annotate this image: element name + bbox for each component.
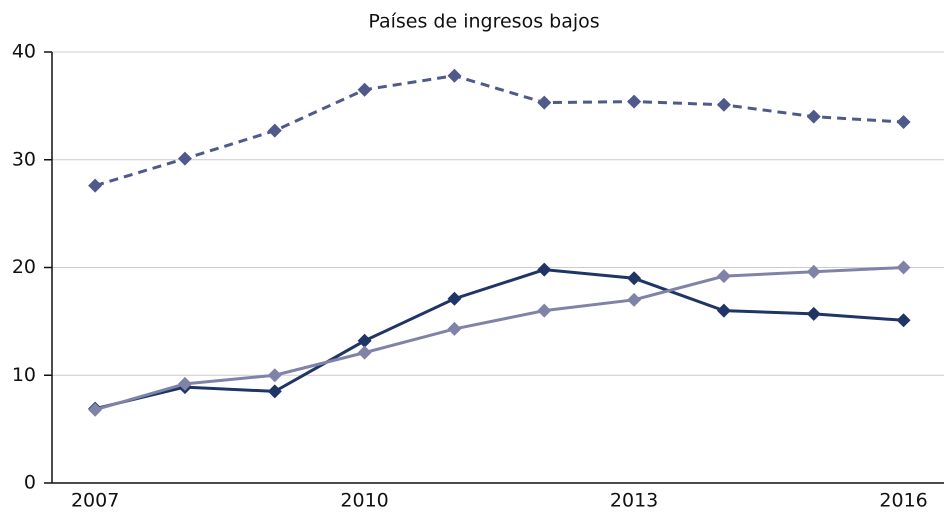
data-point bbox=[806, 109, 821, 124]
series-line bbox=[94, 266, 904, 412]
data-point bbox=[627, 94, 642, 109]
data-point bbox=[177, 151, 192, 166]
data-point bbox=[627, 271, 642, 286]
data-point bbox=[896, 260, 911, 275]
data-point bbox=[806, 306, 821, 321]
data-point bbox=[896, 313, 911, 328]
data-point bbox=[716, 97, 731, 112]
data-point bbox=[716, 303, 731, 318]
data-point bbox=[447, 291, 462, 306]
x-tick-label: 2013 bbox=[610, 490, 658, 512]
data-point bbox=[357, 82, 372, 97]
data-point bbox=[627, 292, 642, 307]
chart-title: Países de ingresos bajos bbox=[368, 11, 599, 33]
data-point bbox=[357, 333, 372, 348]
series-line bbox=[94, 74, 904, 188]
x-tick-label: 2010 bbox=[340, 490, 388, 512]
data-point bbox=[447, 68, 462, 83]
data-point bbox=[267, 384, 282, 399]
data-point bbox=[806, 264, 821, 279]
series-line bbox=[94, 268, 904, 411]
y-tick-label: 10 bbox=[12, 364, 36, 386]
data-point bbox=[537, 262, 552, 277]
x-tick-label: 2007 bbox=[71, 490, 119, 512]
data-point bbox=[357, 345, 372, 360]
data-point bbox=[537, 95, 552, 110]
data-point bbox=[88, 178, 103, 193]
data-point bbox=[447, 321, 462, 336]
data-point bbox=[88, 402, 103, 417]
y-tick-label: 30 bbox=[12, 148, 36, 170]
data-point bbox=[537, 303, 552, 318]
x-tick-label: 2016 bbox=[879, 490, 927, 512]
data-point bbox=[716, 269, 731, 284]
data-point bbox=[177, 376, 192, 391]
data-point bbox=[896, 115, 911, 130]
y-tick-label: 0 bbox=[24, 472, 36, 494]
y-tick-label: 20 bbox=[12, 256, 36, 278]
data-point bbox=[267, 368, 282, 383]
data-point bbox=[267, 123, 282, 138]
y-tick-label: 40 bbox=[12, 41, 36, 63]
